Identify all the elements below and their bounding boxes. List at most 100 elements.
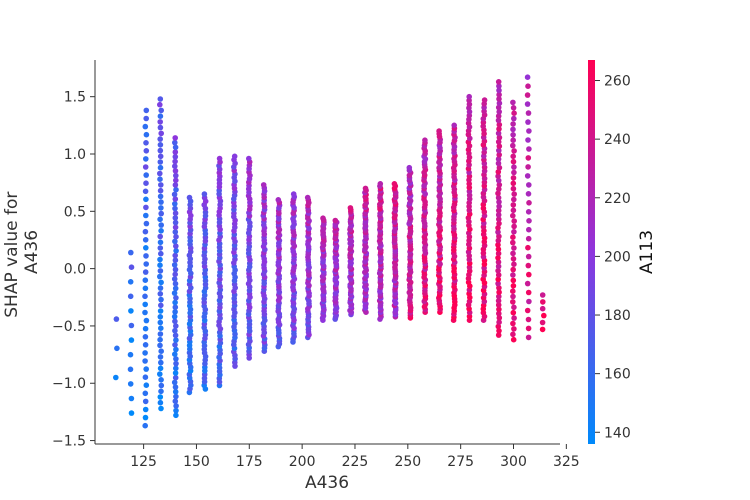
scatter-point bbox=[157, 193, 164, 200]
scatter-point bbox=[128, 395, 135, 402]
scatter-point bbox=[524, 280, 531, 287]
colorbar-label: A113 bbox=[637, 230, 657, 274]
scatter-point bbox=[495, 173, 501, 179]
scatter-point bbox=[495, 160, 502, 167]
y-tick-label: 0.0 bbox=[64, 262, 86, 278]
scatter-point bbox=[496, 233, 502, 240]
colorbar-tick-label: 260 bbox=[604, 74, 631, 90]
scatter-point bbox=[495, 246, 502, 252]
scatter-point bbox=[511, 115, 517, 122]
scatter-point bbox=[511, 229, 517, 235]
scatter-point bbox=[539, 326, 546, 333]
scatter-point bbox=[496, 315, 503, 321]
scatter-point bbox=[511, 148, 517, 154]
scatter-point bbox=[495, 177, 502, 184]
scatter-point bbox=[158, 107, 164, 114]
scatter-point bbox=[143, 366, 149, 372]
scatter-point bbox=[172, 168, 179, 174]
scatter-point bbox=[142, 358, 148, 364]
scatter-point bbox=[157, 159, 164, 165]
scatter-point bbox=[216, 155, 223, 162]
scatter-point bbox=[142, 350, 148, 356]
y-axis-label: SHAP value for A436 bbox=[2, 186, 42, 317]
scatter-point bbox=[525, 253, 532, 260]
scatter-point bbox=[496, 199, 502, 205]
scatter-point bbox=[391, 181, 398, 187]
scatter-point bbox=[510, 234, 516, 240]
colorbar bbox=[588, 60, 595, 444]
y-tick-label: 1.0 bbox=[64, 147, 86, 163]
scatter-point bbox=[495, 332, 502, 338]
scatter-point bbox=[158, 130, 164, 137]
scatter-point bbox=[157, 245, 164, 251]
scatter-point bbox=[481, 97, 488, 103]
scatter-point bbox=[157, 147, 164, 154]
scatter-point bbox=[525, 209, 532, 215]
scatter-point bbox=[495, 207, 502, 214]
scatter-point bbox=[524, 92, 531, 98]
scatter-point bbox=[511, 169, 517, 176]
scatter-point bbox=[496, 220, 502, 227]
scatter-point bbox=[143, 172, 149, 178]
scatter-point bbox=[172, 271, 178, 278]
scatter-point bbox=[525, 155, 532, 161]
scatter-point bbox=[495, 242, 501, 248]
scatter-point bbox=[173, 243, 179, 249]
scatter-point bbox=[158, 405, 164, 412]
scatter-point bbox=[172, 351, 178, 358]
scatter-point bbox=[510, 132, 516, 138]
y-tick-label: −0.5 bbox=[52, 319, 86, 335]
scatter-point bbox=[511, 326, 517, 332]
scatter-point bbox=[510, 180, 517, 187]
scatter-point bbox=[172, 196, 179, 202]
scatter-point bbox=[157, 268, 164, 274]
scatter-point bbox=[510, 142, 516, 149]
scatter-point bbox=[113, 316, 120, 322]
scatter-point bbox=[142, 123, 149, 130]
scatter-point bbox=[510, 105, 517, 111]
scatter-point bbox=[510, 185, 517, 192]
scatter-point bbox=[510, 250, 516, 257]
scatter-point bbox=[496, 216, 502, 222]
scatter-point bbox=[157, 314, 164, 320]
scatter-point bbox=[157, 399, 164, 406]
scatter-point bbox=[158, 199, 164, 205]
x-axis-ticks: 125 150 175 200 225 250 275 300 325 bbox=[130, 444, 580, 470]
scatter-point bbox=[525, 262, 532, 269]
scatter-point bbox=[143, 107, 150, 114]
scatter-point bbox=[510, 153, 516, 160]
scatter-point bbox=[157, 96, 164, 102]
scatter-point bbox=[142, 342, 149, 348]
scatter-point bbox=[158, 210, 164, 217]
scatter-point bbox=[496, 100, 503, 106]
scatter-point bbox=[541, 312, 547, 319]
scatter-point bbox=[511, 191, 517, 197]
scatter-point bbox=[172, 304, 179, 311]
scatter-point bbox=[510, 239, 516, 246]
scatter-point bbox=[171, 379, 178, 386]
scatter-point bbox=[157, 354, 164, 360]
scatter-point bbox=[496, 289, 502, 296]
scatter-point bbox=[186, 194, 193, 201]
scatter-point bbox=[524, 101, 531, 107]
scatter-point bbox=[510, 277, 517, 284]
scatter-point bbox=[495, 254, 501, 261]
scatter-point bbox=[157, 342, 163, 349]
scatter-point bbox=[525, 119, 531, 125]
scatter-point bbox=[143, 148, 150, 154]
scatter-point bbox=[466, 93, 473, 100]
scatter-point bbox=[332, 217, 339, 224]
scatter-point bbox=[143, 131, 150, 138]
x-tick-label: 175 bbox=[236, 454, 263, 470]
scatter-point bbox=[495, 229, 501, 235]
scatter-point bbox=[142, 228, 149, 235]
scatter-point bbox=[511, 110, 517, 116]
scatter-point bbox=[158, 359, 164, 366]
x-tick-label: 200 bbox=[289, 454, 316, 470]
scatter-point bbox=[158, 302, 164, 309]
scatter-point bbox=[304, 194, 311, 201]
scatter-point bbox=[172, 139, 178, 146]
scatter-point bbox=[525, 191, 532, 197]
scatter-point bbox=[524, 173, 531, 179]
scatter-point bbox=[114, 345, 120, 352]
